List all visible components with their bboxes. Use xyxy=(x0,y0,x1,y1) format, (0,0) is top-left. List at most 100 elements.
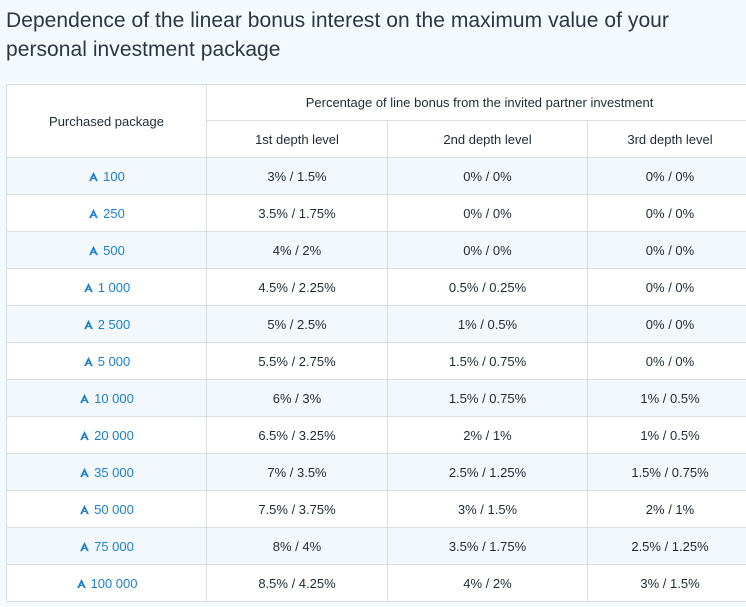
package-value: 50 000 xyxy=(79,502,134,517)
header-level-2: 2nd depth level xyxy=(387,120,588,158)
level-3-cell: 1% / 0.5% xyxy=(586,416,746,454)
level-1-cell: 8% / 4% xyxy=(206,527,388,565)
package-amount: 10 000 xyxy=(94,390,134,406)
level-3-cell: 0% / 0% xyxy=(586,157,746,195)
package-amount: 100 000 xyxy=(90,575,138,591)
level-1-cell: 7.5% / 3.75% xyxy=(206,490,388,528)
header-purchased-package: Purchased package xyxy=(6,84,207,158)
level-1-cell: 4% / 2% xyxy=(206,231,388,269)
bonus-table: Purchased package Percentage of line bon… xyxy=(6,84,746,602)
package-amount: 50 000 xyxy=(94,501,134,517)
package-value: 5 000 xyxy=(83,353,131,369)
package-cell: 5 000 xyxy=(6,342,207,380)
header-level-1: 1st depth level xyxy=(206,120,388,158)
level-1-cell: 7% / 3.5% xyxy=(206,453,388,491)
level-1-cell: 4.5% / 2.25% xyxy=(206,268,388,306)
level-2-cell: 2% / 1% xyxy=(387,416,588,454)
level-2-cell: 0% / 0% xyxy=(387,157,588,195)
table-row: 20 000 6.5% / 3.25% 2% / 1% 1% / 0.5% xyxy=(6,416,746,454)
package-amount: 250 xyxy=(103,205,125,221)
level-3-cell: 1% / 0.5% xyxy=(586,379,746,417)
package-cell: 1 000 xyxy=(6,268,207,306)
header-percentage: Percentage of line bonus from the invite… xyxy=(205,84,746,121)
level-2-cell: 3% / 1.5% xyxy=(387,490,588,528)
package-value: 75 000 xyxy=(79,539,134,554)
table-row: 35 000 7% / 3.5% 2.5% / 1.25% 1.5% / 0.75% xyxy=(6,453,746,491)
currency-logo-icon xyxy=(76,578,87,589)
level-1-cell: 5% / 2.5% xyxy=(206,305,388,343)
table-row: 1 000 4.5% / 2.25% 0.5% / 0.25% 0% / 0% xyxy=(6,268,746,306)
level-2-cell: 2.5% / 1.25% xyxy=(387,453,588,491)
table-row: 2 500 5% / 2.5% 1% / 0.5% 0% / 0% xyxy=(6,305,746,343)
package-cell: 2 500 xyxy=(6,305,207,343)
currency-logo-icon xyxy=(79,467,90,478)
level-2-cell: 0% / 0% xyxy=(387,194,588,232)
level-3-cell: 1.5% / 0.75% xyxy=(586,453,746,491)
package-value: 35 000 xyxy=(79,465,134,480)
package-cell: 10 000 xyxy=(6,379,207,417)
level-2-cell: 0.5% / 0.25% xyxy=(387,268,588,306)
level-3-cell: 0% / 0% xyxy=(586,305,746,343)
page-title: Dependence of the linear bonus interest … xyxy=(6,9,669,61)
package-cell: 500 xyxy=(6,231,207,269)
level-1-cell: 6.5% / 3.25% xyxy=(206,416,388,454)
currency-logo-icon xyxy=(79,430,90,441)
table-row: 100 3% / 1.5% 0% / 0% 0% / 0% xyxy=(6,157,746,195)
level-2-cell: 0% / 0% xyxy=(387,231,588,269)
package-amount: 500 xyxy=(103,242,125,258)
level-2-cell: 1.5% / 0.75% xyxy=(387,379,588,417)
level-3-cell: 3% / 1.5% xyxy=(586,564,746,602)
table-row: 100 000 8.5% / 4.25% 4% / 2% 3% / 1.5% xyxy=(6,564,746,602)
level-2-cell: 3.5% / 1.75% xyxy=(387,527,588,565)
level-3-cell: 0% / 0% xyxy=(586,342,746,380)
table-row: 75 000 8% / 4% 3.5% / 1.75% 2.5% / 1.25% xyxy=(6,527,746,565)
currency-logo-icon xyxy=(79,393,90,404)
package-amount: 75 000 xyxy=(94,538,134,554)
package-value: 100 xyxy=(88,169,125,184)
package-cell: 75 000 xyxy=(6,527,207,565)
package-cell: 100 000 xyxy=(6,564,207,602)
level-1-cell: 3% / 1.5% xyxy=(206,157,388,195)
header-level-3: 3rd depth level xyxy=(586,120,746,158)
level-3-cell: 0% / 0% xyxy=(586,231,746,269)
currency-logo-icon xyxy=(83,319,94,330)
package-amount: 20 000 xyxy=(94,427,134,443)
package-amount: 2 500 xyxy=(97,316,131,332)
table-row: 500 4% / 2% 0% / 0% 0% / 0% xyxy=(6,231,746,269)
package-cell: 50 000 xyxy=(6,490,207,528)
level-3-cell: 0% / 0% xyxy=(586,194,746,232)
level-1-cell: 8.5% / 4.25% xyxy=(206,564,388,602)
package-value: 100 000 xyxy=(76,576,138,591)
package-value: 1 000 xyxy=(83,279,131,295)
currency-logo-icon xyxy=(79,504,90,515)
table-row: 250 3.5% / 1.75% 0% / 0% 0% / 0% xyxy=(6,194,746,232)
currency-logo-icon xyxy=(88,171,99,182)
level-1-cell: 5.5% / 2.75% xyxy=(206,342,388,380)
level-2-cell: 1.5% / 0.75% xyxy=(387,342,588,380)
level-3-cell: 2% / 1% xyxy=(586,490,746,528)
package-cell: 20 000 xyxy=(6,416,207,454)
package-amount: 1 000 xyxy=(97,279,131,295)
package-cell: 250 xyxy=(6,194,207,232)
level-3-cell: 0% / 0% xyxy=(586,268,746,306)
table-row: 10 000 6% / 3% 1.5% / 0.75% 1% / 0.5% xyxy=(6,379,746,417)
currency-logo-icon xyxy=(88,208,99,219)
package-amount: 100 xyxy=(103,168,125,184)
currency-logo-icon xyxy=(83,356,94,367)
package-cell: 35 000 xyxy=(6,453,207,491)
currency-logo-icon xyxy=(88,245,99,256)
level-3-cell: 2.5% / 1.25% xyxy=(586,527,746,565)
package-amount: 35 000 xyxy=(94,464,134,480)
package-value: 20 000 xyxy=(79,428,134,443)
level-2-cell: 4% / 2% xyxy=(387,564,588,602)
package-value: 250 xyxy=(88,206,125,221)
level-1-cell: 3.5% / 1.75% xyxy=(206,194,388,232)
package-value: 500 xyxy=(88,243,125,258)
package-amount: 5 000 xyxy=(97,353,131,369)
package-cell: 100 xyxy=(6,157,207,195)
level-1-cell: 6% / 3% xyxy=(206,379,388,417)
package-value: 10 000 xyxy=(79,391,134,406)
table-row: 5 000 5.5% / 2.75% 1.5% / 0.75% 0% / 0% xyxy=(6,342,746,380)
table-row: 50 000 7.5% / 3.75% 3% / 1.5% 2% / 1% xyxy=(6,490,746,528)
currency-logo-icon xyxy=(79,541,90,552)
